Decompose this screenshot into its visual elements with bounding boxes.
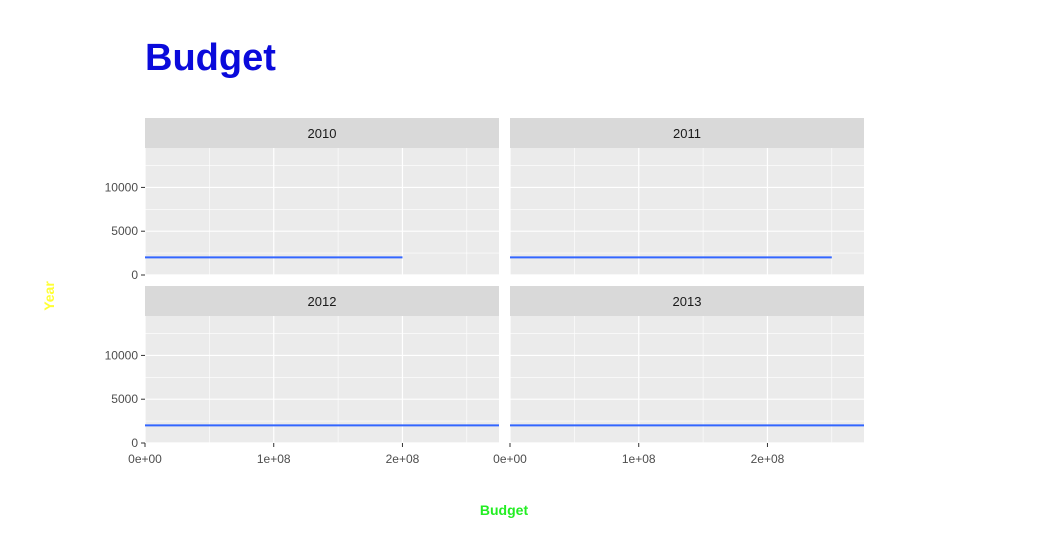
y-tick-label: 5000 [111, 392, 138, 406]
facet-strip-label: 2013 [673, 294, 702, 309]
facet-strip-label: 2012 [308, 294, 337, 309]
facet-panel-2012: 2012 [144, 286, 499, 444]
facet-strip [145, 286, 499, 316]
x-tick-label: 0e+00 [493, 452, 527, 466]
facet-strip-label: 2010 [308, 126, 337, 141]
facet-panel-2010: 2010 [144, 118, 499, 276]
facet-panel-2011: 2011 [509, 118, 864, 276]
x-tick-label: 1e+08 [257, 452, 291, 466]
y-tick-label: 5000 [111, 224, 138, 238]
y-tick-label: 0 [131, 436, 138, 450]
x-axis-title: Budget [480, 502, 529, 518]
x-axes: 0e+00 1e+08 2e+08 0e+00 1e+08 2e+08 [128, 443, 785, 466]
y-axis-title: Year [41, 281, 57, 311]
plot-panel-background [510, 148, 864, 275]
y-axes: 0 5000 10000 0 5000 10000 [105, 180, 145, 450]
facet-strip [510, 286, 864, 316]
y-tick-label: 10000 [105, 348, 139, 362]
plot-panel-background [145, 148, 499, 275]
facet-panel-2013: 2013 [509, 286, 864, 444]
chart-title: Budget [145, 37, 276, 79]
x-tick-label: 2e+08 [386, 452, 420, 466]
y-tick-label: 0 [131, 268, 138, 282]
facet-strip [145, 118, 499, 148]
plot-panel-background [510, 316, 864, 443]
x-tick-label: 0e+00 [128, 452, 162, 466]
y-tick-label: 10000 [105, 180, 139, 194]
plot-panel-background [145, 316, 499, 443]
facet-strip [510, 118, 864, 148]
x-tick-label: 1e+08 [622, 452, 656, 466]
facet-strip-label: 2011 [673, 126, 701, 141]
x-tick-label: 2e+08 [751, 452, 785, 466]
facet-panels: 2010 2011 2012 2013 [144, 118, 864, 444]
